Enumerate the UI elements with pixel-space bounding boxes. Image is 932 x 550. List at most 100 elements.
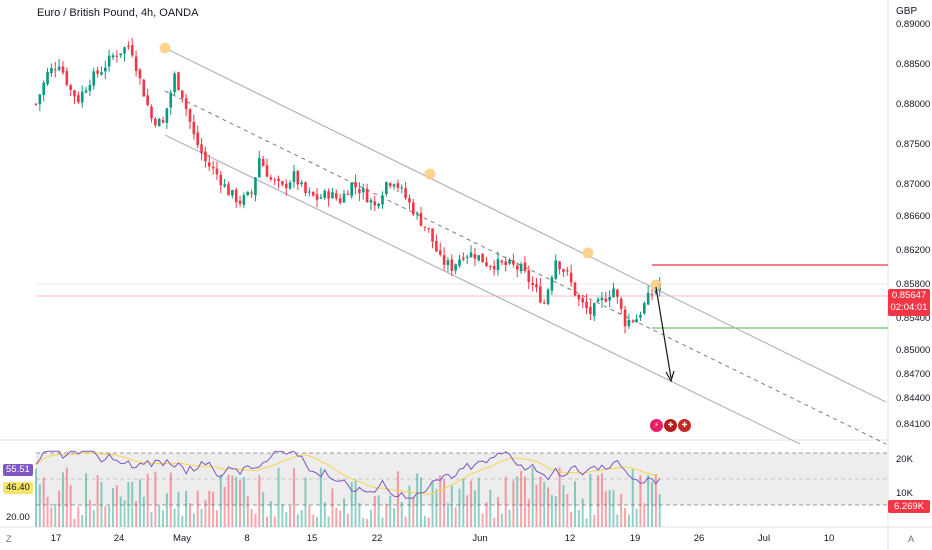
candle-body (154, 118, 157, 126)
bolt-icon[interactable]: ⚡ (650, 419, 663, 432)
volume-bar (450, 485, 453, 527)
candle-body (50, 67, 53, 73)
volume-bar (404, 516, 407, 527)
x-tick-label: 19 (630, 533, 641, 544)
candle-body (608, 297, 611, 301)
candle-body (169, 92, 173, 108)
volume-bar (516, 476, 519, 527)
volume-bar (393, 508, 396, 527)
volume-bar (396, 471, 399, 527)
volume-bar (115, 485, 118, 527)
candle-body (311, 191, 315, 196)
candle-body (111, 55, 115, 58)
volume-bar (150, 511, 153, 527)
candle-body (173, 73, 176, 93)
candle-body (184, 98, 188, 109)
candle-body (554, 260, 558, 279)
candle-body (650, 294, 654, 296)
volume-bar (470, 480, 473, 527)
candle-body (157, 118, 161, 127)
volume-bar (65, 467, 68, 527)
economic-events[interactable]: ⚡ ✚ ✚ (650, 419, 691, 432)
volume-bar (50, 507, 53, 527)
volume-bar (485, 502, 488, 527)
volume-bar (131, 481, 134, 527)
candle-body (454, 264, 457, 271)
volume-bar (631, 469, 634, 527)
candle-body (527, 270, 531, 283)
flag-uk-icon[interactable]: ✚ (678, 419, 691, 432)
volume-bar (423, 515, 426, 527)
volume-bar (408, 485, 411, 527)
candle-body (238, 200, 242, 204)
volume-bar (358, 503, 361, 527)
volume-bar (154, 471, 157, 527)
volume-bar (331, 488, 334, 527)
candle-body (550, 277, 554, 291)
volume-bar (577, 509, 580, 527)
candle-body (465, 256, 469, 258)
projection-arrow-line (655, 286, 672, 379)
candle-body (296, 171, 300, 185)
volume-bar (500, 513, 503, 527)
candle-body (500, 260, 504, 263)
volume-bar (285, 512, 288, 527)
volume-bar (289, 505, 292, 527)
volume-bar (354, 479, 357, 527)
x-tick-label: May (173, 533, 191, 544)
flag-uk-icon[interactable]: ✚ (664, 419, 677, 432)
candle-body (569, 272, 573, 283)
candle-body (477, 255, 481, 261)
candle-body (431, 228, 434, 242)
volume-bar (589, 473, 592, 527)
candle-body (358, 189, 361, 194)
auto-scale-toggle[interactable]: A (908, 534, 915, 544)
volume-tick-label: 20K (896, 454, 914, 465)
volume-bar (258, 475, 261, 527)
candle-body (304, 182, 307, 193)
candle-body (596, 299, 600, 302)
candle-body (281, 181, 284, 185)
volume-bar (489, 489, 492, 527)
candle-body (211, 166, 215, 169)
candle-body (365, 188, 369, 203)
candle-body (46, 71, 49, 85)
candle-body (250, 192, 253, 194)
volume-bar (581, 498, 584, 527)
candle-body (585, 301, 588, 309)
rsi-ma-badge: 46.40 (3, 482, 33, 494)
volume-bar (362, 517, 365, 527)
volume-bar (173, 508, 176, 527)
candle-body (138, 69, 142, 79)
candle-body (219, 174, 223, 186)
x-tick-label: 17 (51, 533, 62, 544)
candle-body (234, 189, 238, 202)
volume-bar (277, 467, 280, 527)
y-tick-label: 0.85000 (896, 345, 930, 356)
volume-bar (462, 479, 465, 527)
volume-bar (466, 495, 469, 527)
candle-body (265, 165, 269, 177)
candle-body (284, 183, 288, 189)
candle-body (627, 320, 631, 327)
timezone-toggle[interactable]: Z (6, 534, 12, 544)
candle-body (485, 262, 488, 267)
volume-bar (235, 476, 238, 527)
candle-body (119, 53, 122, 56)
candle-body (215, 168, 219, 175)
volume-bar (308, 505, 311, 527)
volume-bar (319, 467, 322, 527)
volume-bar (158, 504, 161, 527)
candle-body (331, 192, 334, 199)
volume-bar (558, 467, 561, 527)
volume-bar (431, 481, 434, 527)
candle-body (73, 90, 76, 97)
volume-bar (58, 490, 61, 527)
y-tick-label: 0.84100 (896, 419, 930, 430)
candle-body (423, 226, 427, 228)
candle-body (400, 187, 404, 189)
candle-body (404, 188, 407, 198)
candle-body (223, 184, 226, 187)
candle-body (327, 191, 330, 199)
